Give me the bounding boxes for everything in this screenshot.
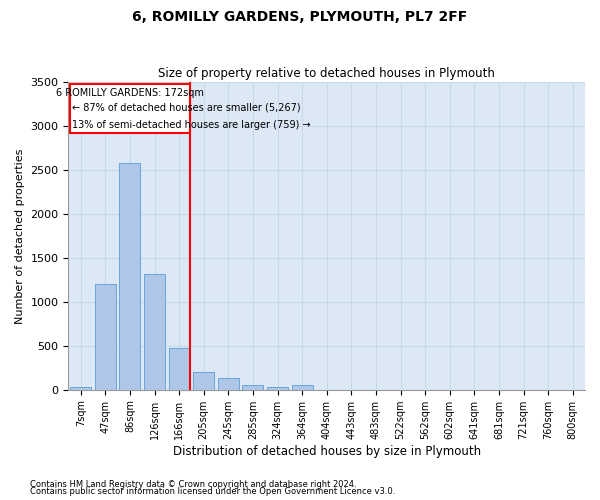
Bar <box>242 386 263 390</box>
Text: 13% of semi-detached houses are larger (759) →: 13% of semi-detached houses are larger (… <box>72 120 311 130</box>
Y-axis label: Number of detached properties: Number of detached properties <box>15 148 25 324</box>
Text: 6 ROMILLY GARDENS: 172sqm: 6 ROMILLY GARDENS: 172sqm <box>56 88 204 98</box>
Text: Contains public sector information licensed under the Open Government Licence v3: Contains public sector information licen… <box>30 487 395 496</box>
Bar <box>292 386 313 390</box>
Bar <box>95 284 116 390</box>
Bar <box>144 274 165 390</box>
FancyBboxPatch shape <box>70 84 190 133</box>
Bar <box>267 387 288 390</box>
Text: Contains HM Land Registry data © Crown copyright and database right 2024.: Contains HM Land Registry data © Crown c… <box>30 480 356 489</box>
Title: Size of property relative to detached houses in Plymouth: Size of property relative to detached ho… <box>158 66 495 80</box>
Bar <box>193 372 214 390</box>
Text: 6, ROMILLY GARDENS, PLYMOUTH, PL7 2FF: 6, ROMILLY GARDENS, PLYMOUTH, PL7 2FF <box>133 10 467 24</box>
X-axis label: Distribution of detached houses by size in Plymouth: Distribution of detached houses by size … <box>173 444 481 458</box>
Bar <box>218 378 239 390</box>
Bar <box>70 387 91 390</box>
Text: ← 87% of detached houses are smaller (5,267): ← 87% of detached houses are smaller (5,… <box>72 102 301 113</box>
Bar <box>169 348 190 390</box>
Bar <box>119 163 140 390</box>
